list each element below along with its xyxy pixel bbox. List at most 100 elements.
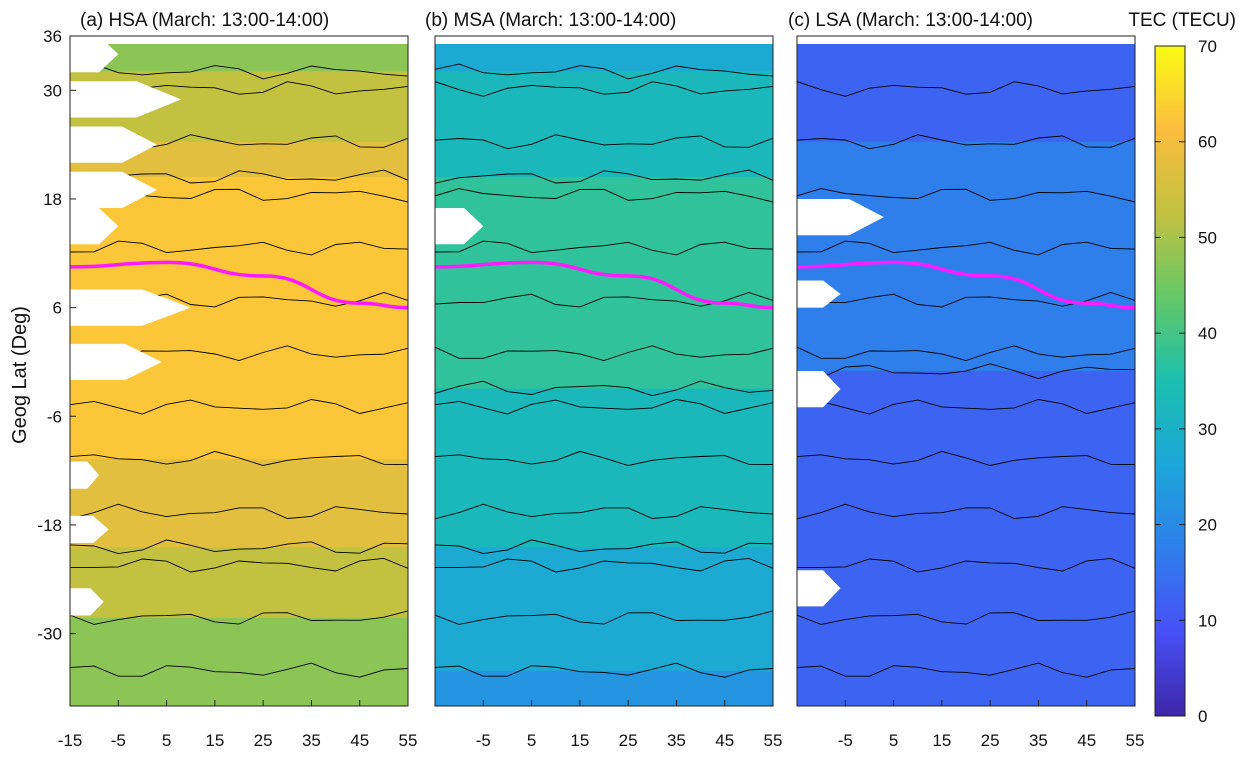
x-ticks-lsa: -5 5 15 25 35 45 55 [838, 700, 1144, 750]
tec-bands-msa [435, 44, 773, 706]
no-data-gaps-hsa [70, 44, 191, 616]
y-tick-label: 30 [43, 81, 62, 100]
x-tick-label: 5 [162, 731, 171, 750]
tec-band [797, 300, 1135, 319]
tec-band [797, 494, 1135, 513]
tec-band [70, 406, 408, 425]
contour-line [70, 63, 408, 80]
tec-band [797, 53, 1135, 72]
x-tick-label: 35 [1029, 731, 1048, 750]
contour-line [435, 240, 773, 256]
panel-c-title: (c) LSA (March: 13:00-14:00) [788, 10, 1033, 31]
panel-a-frame [69, 35, 409, 707]
colorbar: TEC (TECU) 0 10 20 30 40 50 60 70 [1128, 10, 1236, 726]
colorbar-ticks: 0 10 20 30 40 50 60 70 [1155, 37, 1217, 726]
y-tick-label: 36 [43, 27, 62, 46]
x-tick-label: 35 [302, 731, 321, 750]
tec-band [797, 529, 1135, 548]
tec-band [435, 229, 773, 249]
colorbar-tick-label: 40 [1198, 324, 1217, 343]
contour-line [797, 399, 1135, 415]
colorbar-tick-label: 0 [1198, 707, 1207, 726]
tec-band [70, 459, 408, 478]
tec-band [797, 670, 1135, 689]
tec-band [435, 353, 773, 372]
contour-line [435, 450, 773, 466]
magnetic-equator-line-msa [435, 260, 773, 310]
tec-band [797, 617, 1135, 637]
contour-line [435, 399, 773, 415]
tec-band [435, 406, 773, 425]
tec-band [797, 476, 1135, 496]
tec-band [435, 212, 773, 231]
tec-band [435, 635, 773, 654]
no-data-gap [70, 44, 119, 73]
contour-line [435, 539, 773, 555]
tec-band [435, 300, 773, 319]
tec-band [70, 44, 408, 55]
contour-line [797, 81, 1135, 97]
x-tick-label: 55 [764, 731, 783, 750]
colorbar-tick-label: 70 [1198, 37, 1217, 56]
y-tick-label: 18 [43, 190, 62, 209]
contour-line [70, 557, 408, 573]
panel-b-frame [434, 35, 774, 707]
tec-band [435, 71, 773, 90]
contour-line [435, 81, 773, 97]
contour-lines-msa [435, 63, 773, 678]
tec-band [435, 582, 773, 601]
panel-lsa: (c) LSA (March: 13:00-14:00) -5 5 15 25 35 45… [788, 10, 1144, 750]
contour-line [435, 557, 773, 573]
x-tick-label: -5 [838, 731, 853, 750]
no-data-gap [797, 371, 841, 408]
contour-line [797, 345, 1135, 361]
tec-band [435, 371, 773, 390]
tec-band [70, 71, 408, 90]
tec-band [797, 653, 1135, 672]
tec-band [797, 512, 1135, 531]
contour-line [435, 345, 773, 361]
tec-band [70, 617, 408, 637]
tec-band [435, 159, 773, 178]
tec-band [797, 71, 1135, 90]
tec-band [70, 318, 408, 337]
tec-band [435, 53, 773, 72]
x-tick-label: -5 [111, 731, 126, 750]
tec-band [797, 88, 1135, 108]
tec-band [70, 476, 408, 496]
contour-line [435, 188, 773, 203]
panel-msa: (b) MSA (March: 13:00-14:00) -5 5 15 25 35 45… [425, 10, 782, 750]
tec-band [435, 106, 773, 125]
tec-band [70, 547, 408, 566]
tec-band [70, 582, 408, 601]
contour-line [70, 503, 408, 520]
no-data-gap [70, 81, 182, 118]
contour-line [435, 380, 773, 397]
tec-band [797, 124, 1135, 143]
tec-band [435, 441, 773, 460]
panel-hsa: (a) HSA (March: 13:00-14:00) Geog Lat (D… [9, 10, 417, 750]
tec-band [70, 635, 408, 654]
contour-line [435, 63, 773, 80]
tec-bands-lsa [797, 44, 1135, 706]
x-ticks-msa: -5 5 15 25 35 45 55 [476, 700, 783, 750]
no-data-gap [70, 588, 104, 616]
tec-band [435, 194, 773, 213]
contour-line [70, 240, 408, 256]
no-data-gaps-msa [435, 208, 484, 245]
x-tick-label: 25 [981, 731, 1000, 750]
colorbar-tick-label: 30 [1198, 420, 1217, 439]
tec-band [435, 600, 773, 619]
tec-bands-hsa [70, 44, 408, 706]
x-tick-label: 35 [667, 731, 686, 750]
contour-line [797, 363, 1135, 380]
panel-b-title: (b) MSA (March: 13:00-14:00) [425, 10, 676, 31]
tec-band [797, 194, 1135, 213]
tec-band [797, 688, 1135, 706]
tec-band [797, 600, 1135, 619]
no-data-gap [435, 208, 484, 245]
x-tick-label: 15 [932, 731, 951, 750]
contour-line [70, 539, 408, 555]
tec-band [70, 494, 408, 513]
